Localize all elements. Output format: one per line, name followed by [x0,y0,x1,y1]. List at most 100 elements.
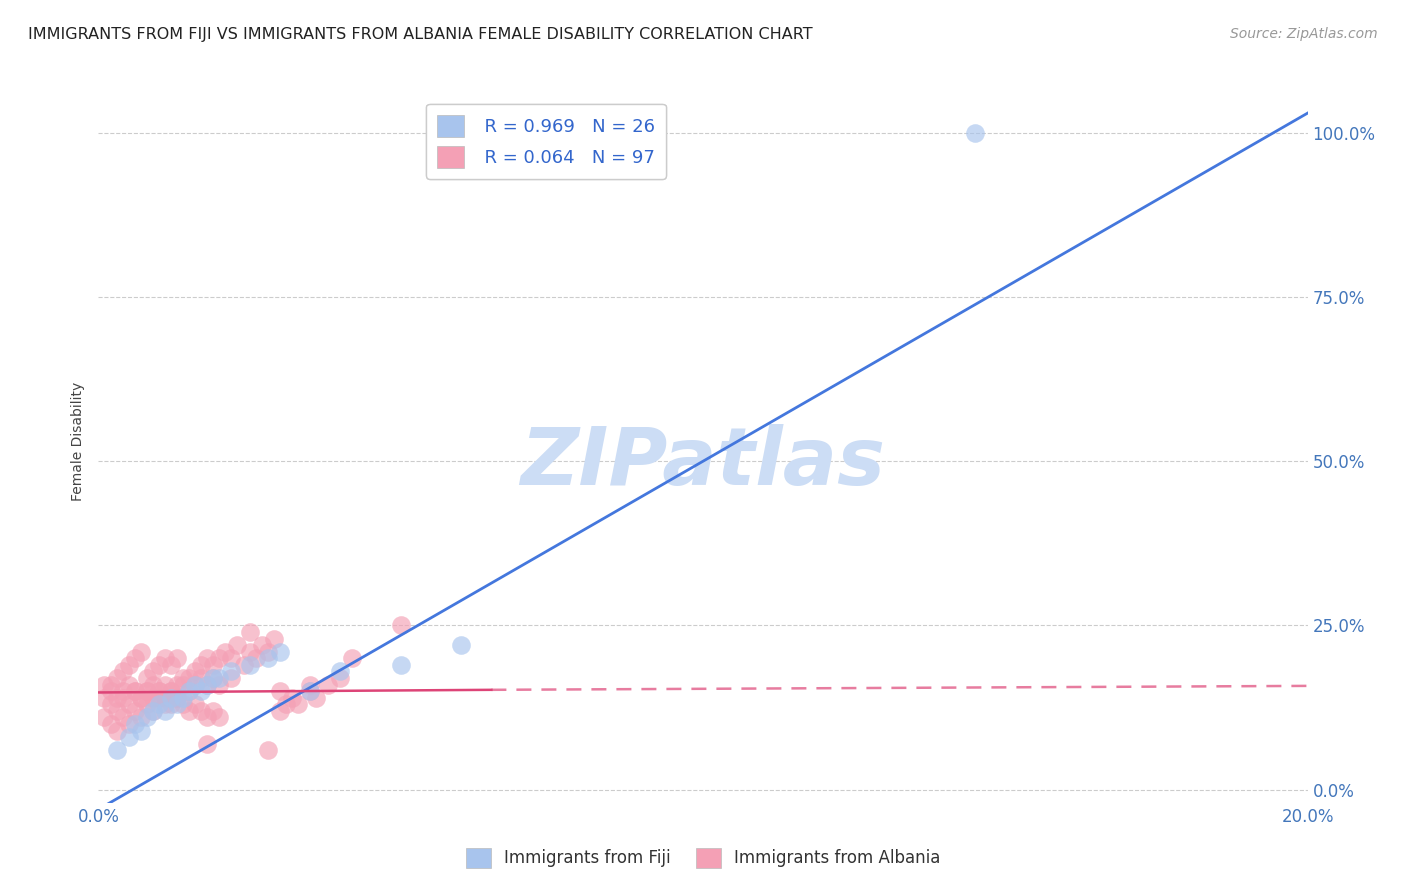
Point [202,671,225,685]
Point [160,684,183,698]
Point [179,684,201,698]
Point [166,677,188,691]
Point [250,638,273,652]
Point [148,690,170,705]
Point [179,684,201,698]
Point [111,684,134,698]
Point [93,690,115,705]
Point [100,698,122,712]
Point [179,704,201,718]
Point [142,677,165,691]
Point [179,671,201,685]
Point [148,684,170,698]
Point [287,698,309,712]
Point [111,665,134,679]
Point [316,677,339,691]
Point [142,704,165,718]
Point [105,690,128,705]
Point [111,710,134,724]
Point [305,690,328,705]
Y-axis label: Female Disability: Female Disability [72,382,86,501]
Point [389,618,412,632]
Point [118,677,141,691]
Point [93,710,115,724]
Point [184,677,207,691]
Point [118,698,141,712]
Point [148,684,170,698]
Point [221,651,243,665]
Point [105,743,128,757]
Point [124,651,146,665]
Point [269,645,291,659]
Point [172,677,194,691]
Point [208,671,231,685]
Point [329,671,352,685]
Point [202,657,225,672]
Point [208,651,231,665]
Point [153,704,176,718]
Point [118,730,141,744]
Point [166,651,188,665]
Point [299,684,322,698]
Point [129,723,152,738]
Point [269,684,291,698]
Point [195,677,218,691]
Point [226,638,249,652]
Point [135,698,157,712]
Point [342,651,364,665]
Point [118,717,141,731]
Point [160,657,183,672]
Point [214,645,236,659]
Point [256,645,278,659]
Point [93,677,115,691]
Point [142,704,165,718]
Point [160,684,183,698]
Point [269,704,291,718]
Point [142,665,165,679]
Point [195,677,218,691]
Point [148,657,170,672]
Legend: Immigrants from Fiji, Immigrants from Albania: Immigrants from Fiji, Immigrants from Al… [458,841,948,875]
Point [239,657,262,672]
Point [135,671,157,685]
Point [100,717,122,731]
Point [172,690,194,705]
Point [124,704,146,718]
Point [172,698,194,712]
Point [274,698,297,712]
Point [153,677,176,691]
Point [166,698,188,712]
Point [111,690,134,705]
Point [160,698,183,712]
Point [202,704,225,718]
Legend:   R = 0.969   N = 26,   R = 0.064   N = 97: R = 0.969 N = 26, R = 0.064 N = 97 [426,103,665,178]
Point [263,632,285,646]
Point [256,743,278,757]
Point [135,684,157,698]
Point [118,657,141,672]
Point [190,704,212,718]
Point [239,625,262,640]
Point [208,710,231,724]
Point [160,690,183,705]
Point [135,684,157,698]
Point [129,690,152,705]
Point [124,684,146,698]
Point [148,698,170,712]
Text: ZIPatlas: ZIPatlas [520,425,886,502]
Point [299,677,322,691]
Point [105,723,128,738]
Point [329,665,352,679]
Point [153,651,176,665]
Point [281,690,304,705]
Point [190,684,212,698]
Point [184,665,207,679]
Point [208,677,231,691]
Point [221,671,243,685]
Point [129,690,152,705]
Point [389,657,412,672]
Point [239,645,262,659]
Point [100,684,122,698]
Point [153,698,176,712]
Point [184,677,207,691]
